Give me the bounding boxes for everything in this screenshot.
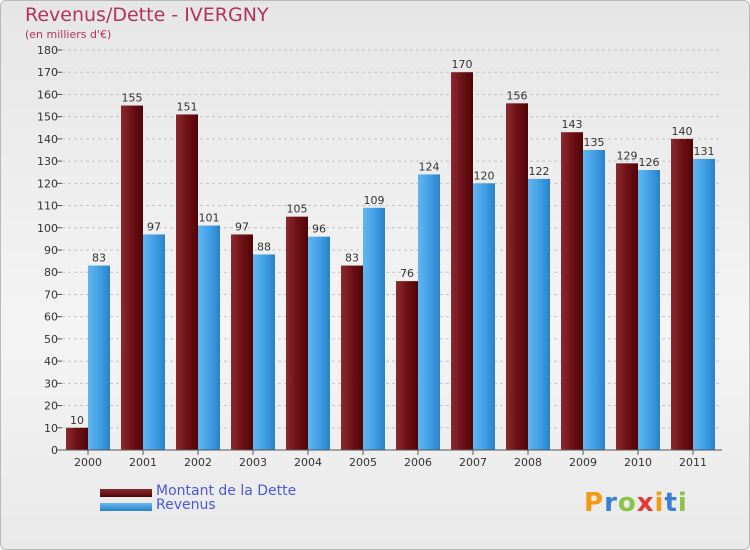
logo-letter: x <box>636 488 655 518</box>
bar-value-label: 76 <box>400 267 414 280</box>
bar-value-label: 101 <box>199 212 220 225</box>
y-tick-label: 60 <box>44 311 58 324</box>
x-tick-label: 2004 <box>294 456 322 469</box>
y-tick-label: 100 <box>37 222 58 235</box>
bar-value-label: 88 <box>257 240 271 253</box>
y-tick-label: 80 <box>44 266 58 279</box>
bar-value-label: 122 <box>529 165 550 178</box>
bar-revenus <box>528 178 550 450</box>
bar-dette <box>176 114 198 450</box>
bar-value-label: 83 <box>345 252 359 265</box>
bar-value-label: 96 <box>312 223 326 236</box>
x-tick-label: 2000 <box>74 456 102 469</box>
bar-revenus <box>308 236 330 450</box>
bar-value-label: 10 <box>70 414 84 427</box>
y-tick-label: 40 <box>44 355 58 368</box>
logo-letter: r <box>604 488 618 518</box>
bar-revenus <box>88 265 110 450</box>
bar-value-label: 105 <box>287 203 308 216</box>
y-tick-label: 50 <box>44 333 58 346</box>
bar-revenus <box>143 234 165 450</box>
y-tick-label: 170 <box>37 66 58 79</box>
bar-dette <box>396 281 418 450</box>
bar-revenus <box>253 254 275 450</box>
x-tick-label: 2001 <box>129 456 157 469</box>
y-tick-label: 130 <box>37 155 58 168</box>
bar-value-label: 151 <box>177 100 198 113</box>
y-tick-label: 140 <box>37 133 58 146</box>
bar-value-label: 170 <box>452 58 473 71</box>
bar-dette <box>121 105 143 451</box>
chart-subtitle: (en milliers d'€) <box>25 28 112 41</box>
bar-revenus <box>638 170 660 450</box>
logo-letter: o <box>617 488 637 518</box>
x-tick-label: 2006 <box>404 456 432 469</box>
y-tick-label: 180 <box>37 44 58 57</box>
bar-value-label: 129 <box>617 149 638 162</box>
x-tick-label: 2003 <box>239 456 267 469</box>
bar-revenus <box>693 158 715 450</box>
bar-value-label: 83 <box>92 252 106 265</box>
bar-value-labels: 10 83 155 97 151 101 97 88 105 96 83 109 76 124 170 120… <box>70 58 715 427</box>
x-tick-label: 2010 <box>624 456 652 469</box>
proxiti-logo: Proxiti <box>584 488 688 518</box>
y-tick-label: 0 <box>51 444 58 457</box>
y-axis-ticks: 0 10 20 30 40 50 60 70 80 90 100 110 120 130 140 150 160… <box>37 44 62 457</box>
bar-revenus <box>583 150 605 450</box>
bar-value-label: 131 <box>694 145 715 158</box>
y-tick-label: 110 <box>37 200 58 213</box>
x-tick-label: 2008 <box>514 456 542 469</box>
bar-dette <box>671 138 693 450</box>
bar-value-label: 135 <box>584 136 605 149</box>
bar-dette <box>451 72 473 450</box>
bar-revenus <box>473 183 495 451</box>
logo-letter: i <box>654 488 665 518</box>
logo-letter: t <box>664 488 678 518</box>
bar-value-label: 97 <box>235 220 249 233</box>
logo-letter: i <box>677 488 688 518</box>
bar-dette <box>341 265 363 450</box>
bar-value-label: 156 <box>507 89 528 102</box>
bar-revenus <box>198 225 220 450</box>
bar-value-label: 120 <box>474 169 495 182</box>
bar-dette <box>286 216 308 450</box>
y-tick-label: 150 <box>37 111 58 124</box>
y-tick-label: 120 <box>37 177 58 190</box>
x-tick-label: 2002 <box>184 456 212 469</box>
grid-lines <box>62 49 722 451</box>
chart-title: Revenus/Dette - IVERGNY <box>25 4 269 26</box>
x-tick-label: 2005 <box>349 456 377 469</box>
bar-revenus <box>418 174 440 450</box>
y-tick-label: 90 <box>44 244 58 257</box>
bar-dette <box>616 163 638 451</box>
x-tick-label: 2011 <box>679 456 707 469</box>
x-axis-ticks: 2000 2001 2002 2003 2004 2005 2006 2007 2008 2009… <box>74 450 707 469</box>
x-tick-label: 2007 <box>459 456 487 469</box>
y-tick-label: 160 <box>37 88 58 101</box>
legend-swatch-revenus <box>100 503 152 511</box>
legend-label-debt: Montant de la Dette <box>156 483 297 499</box>
y-tick-label: 10 <box>44 422 58 435</box>
y-tick-label: 70 <box>44 288 58 301</box>
x-tick-label: 2009 <box>569 456 597 469</box>
y-tick-label: 20 <box>44 400 58 413</box>
bar-revenus <box>363 207 385 450</box>
bar-value-label: 143 <box>562 118 583 131</box>
bar-value-label: 124 <box>419 160 440 173</box>
bar-value-label: 155 <box>122 92 143 105</box>
logo-letter: P <box>584 488 605 518</box>
bar-dette <box>66 427 88 450</box>
bar-value-label: 109 <box>364 194 385 207</box>
bar-dette <box>561 132 583 450</box>
bar-value-label: 140 <box>672 125 693 138</box>
bar-value-label: 126 <box>639 156 660 169</box>
bar-dette <box>231 234 253 450</box>
y-tick-label: 30 <box>44 377 58 390</box>
legend-label-revenus: Revenus <box>156 497 216 513</box>
bar-value-label: 97 <box>147 220 161 233</box>
bar-dette <box>506 103 528 450</box>
legend-swatch-debt <box>100 489 152 497</box>
bars <box>66 72 715 451</box>
